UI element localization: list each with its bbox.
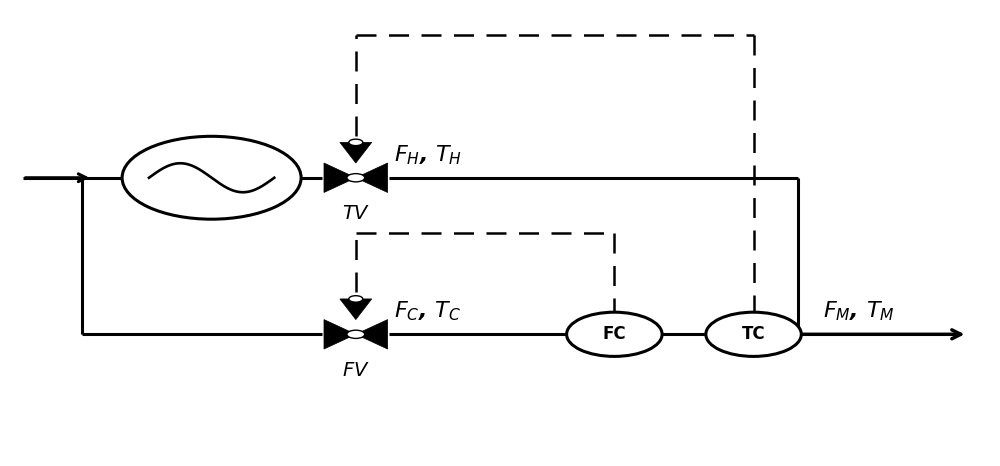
Circle shape <box>347 330 365 338</box>
Circle shape <box>349 139 363 146</box>
Text: $\mathit{TV}$: $\mathit{TV}$ <box>342 204 370 223</box>
Circle shape <box>349 296 363 302</box>
Polygon shape <box>340 299 372 320</box>
Text: FC: FC <box>603 325 626 343</box>
Text: $\mathit{F}_\mathit{M}$, $\mathit{T}_\mathit{M}$: $\mathit{F}_\mathit{M}$, $\mathit{T}_\ma… <box>823 300 895 323</box>
Text: TC: TC <box>742 325 765 343</box>
Polygon shape <box>356 163 388 192</box>
Polygon shape <box>324 163 356 192</box>
Text: $\mathit{FV}$: $\mathit{FV}$ <box>342 361 370 379</box>
Polygon shape <box>340 143 372 163</box>
Polygon shape <box>324 320 356 349</box>
Polygon shape <box>356 320 388 349</box>
Text: $\mathit{F}_\mathit{C}$, $\mathit{T}_\mathit{C}$: $\mathit{F}_\mathit{C}$, $\mathit{T}_\ma… <box>394 300 461 323</box>
Circle shape <box>347 174 365 182</box>
Circle shape <box>706 312 801 356</box>
Circle shape <box>567 312 662 356</box>
Text: $\mathit{F}_\mathit{H}$, $\mathit{T}_\mathit{H}$: $\mathit{F}_\mathit{H}$, $\mathit{T}_\ma… <box>394 143 462 166</box>
